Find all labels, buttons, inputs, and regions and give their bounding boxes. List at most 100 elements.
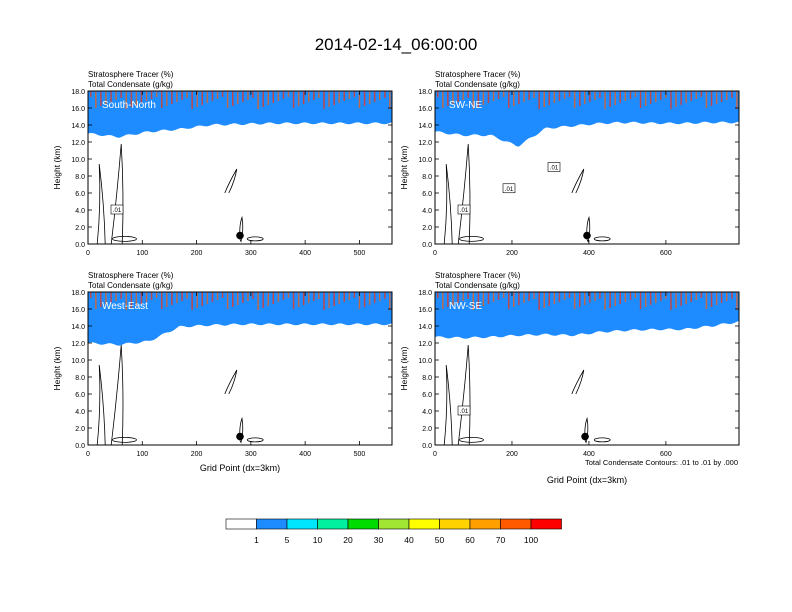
colorbar-label: 5 — [285, 535, 290, 545]
colorbar-label: 30 — [374, 535, 384, 545]
colorbar-swatch — [378, 518, 410, 530]
colorbar-swatch — [225, 518, 257, 530]
tracer-streak — [237, 91, 239, 104]
y-tick-label: 0.0 — [75, 242, 85, 249]
tracer-streak — [211, 91, 214, 101]
condensate-contour — [96, 163, 106, 245]
condensate-contour — [443, 163, 453, 245]
tracer-streak — [452, 91, 454, 104]
tracer-streak — [437, 91, 439, 97]
tracer-streak — [348, 292, 351, 300]
colorbar-label: 60 — [465, 535, 475, 545]
y-tick-label: 4.0 — [422, 409, 432, 416]
contour-label: .01 — [505, 187, 514, 193]
y-tick-label: 10.0 — [71, 358, 85, 365]
condensate-contour — [110, 344, 124, 446]
y-tick-label: 6.0 — [422, 392, 432, 399]
condensate-contour — [593, 437, 611, 443]
tracer-streak — [297, 91, 300, 106]
tracer-streak — [389, 91, 391, 109]
tracer-streak — [563, 91, 566, 99]
y-tick-label: 2.0 — [422, 426, 432, 433]
colorbar-label: 1 — [254, 535, 259, 545]
colorbar-label: 100 — [524, 535, 538, 545]
x-tick-label: 400 — [299, 250, 311, 257]
tracer-streak — [670, 292, 672, 310]
colorbar: 1 5 10 20 30 40 50 60 70 100 — [225, 518, 562, 545]
subtitle-line-1: Stratosphere Tracer (%) — [88, 271, 174, 280]
tracer-streak — [282, 292, 285, 300]
y-tick-label: 16.0 — [418, 307, 432, 314]
tracer-streak — [216, 91, 219, 99]
tracer-streak — [130, 91, 133, 107]
location-marker — [236, 231, 244, 240]
tracer-streak — [95, 292, 97, 309]
tracer-streak — [115, 91, 117, 100]
tracer-streak — [649, 292, 652, 305]
tracer-streak — [523, 292, 525, 303]
tracer-streak — [120, 292, 122, 299]
colorbar-label: 70 — [496, 535, 506, 545]
tracer-streak — [277, 292, 280, 302]
tracer-streak — [502, 91, 505, 97]
tracer-streak — [171, 91, 173, 104]
tracer-streak — [690, 292, 692, 302]
tracer-band — [88, 292, 392, 346]
tracer-streak — [639, 292, 642, 309]
tracer-streak — [518, 91, 520, 104]
tracer-streak — [720, 91, 723, 102]
tracer-streak — [579, 292, 581, 307]
tracer-streak — [328, 91, 330, 107]
x-tick-label: 200 — [506, 451, 518, 458]
subtitle-line-1: Stratosphere Tracer (%) — [435, 271, 521, 280]
x-tick-label: 0 — [433, 451, 437, 458]
tracer-streak — [135, 91, 138, 105]
tracer-streak — [594, 91, 596, 100]
tracer-streak — [705, 91, 708, 108]
panel-nw-se: .01 0.0 2.0 4.0 6.0 8.0 10.0 12.0 14.0 16.0 18.0 0 2… — [399, 271, 740, 485]
tracer-streak — [584, 91, 586, 104]
y-tick-label: 0.0 — [422, 242, 432, 249]
condensate-contour — [224, 369, 238, 395]
y-tick-label: 8.0 — [422, 375, 432, 382]
tracer-streak — [358, 292, 361, 309]
condensate-contour — [443, 364, 453, 446]
tracer-streak — [282, 91, 285, 99]
tracer-streak — [462, 91, 464, 100]
contour-label-box — [547, 162, 561, 172]
tracer-streak — [221, 292, 224, 298]
tracer-streak — [140, 91, 143, 103]
tracer-streak — [513, 91, 515, 106]
tracer-streak — [267, 292, 269, 306]
tracer-streak — [191, 91, 193, 109]
x-tick-label: 0 — [433, 250, 437, 257]
tracer-streak — [639, 91, 642, 108]
tracer-streak — [272, 91, 274, 103]
x-tick-label: 600 — [660, 451, 672, 458]
tracer-streak — [447, 292, 449, 307]
tracer-streak — [333, 292, 335, 306]
tracer-streak — [634, 91, 637, 97]
tracer-streak — [140, 292, 143, 304]
y-tick-label: 10.0 — [71, 157, 85, 164]
tracer-streak — [262, 292, 264, 308]
tracer-streak — [323, 292, 325, 310]
y-tick-label: 10.0 — [418, 358, 432, 365]
tracer-streak — [211, 292, 214, 302]
panel-label: SW-NE — [449, 100, 482, 111]
y-tick-label: 12.0 — [418, 140, 432, 147]
tracer-streak — [161, 292, 163, 309]
tracer-streak — [257, 292, 259, 310]
tracer-streak — [573, 292, 576, 309]
y-tick-label: 6.0 — [422, 191, 432, 198]
tracer-streak — [171, 292, 173, 305]
y-tick-label: 18.0 — [71, 89, 85, 96]
tracer-streak — [338, 91, 340, 103]
colorbar-swatch — [530, 518, 562, 530]
contour-label-box — [457, 204, 471, 215]
colorbar-label: 40 — [404, 535, 414, 545]
tracer-streaks — [90, 91, 391, 109]
y-tick-label: 6.0 — [75, 191, 85, 198]
colorbar-swatch — [500, 518, 532, 530]
tracer-streak — [110, 292, 112, 303]
